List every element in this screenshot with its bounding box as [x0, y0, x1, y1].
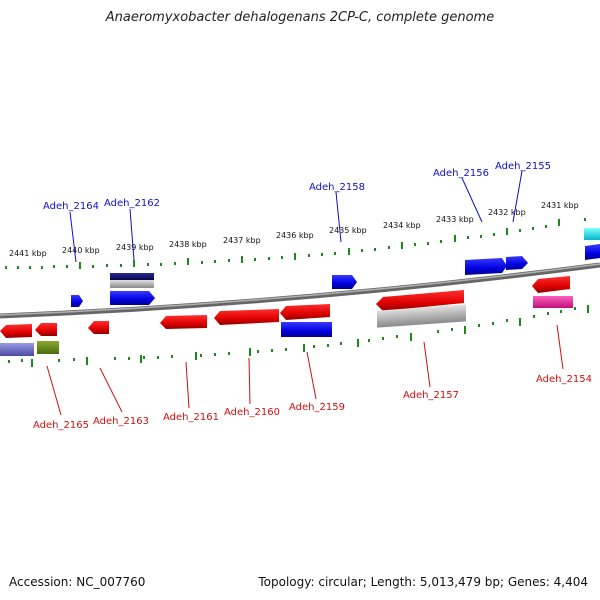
tick-label: 2437 kbp	[223, 236, 261, 245]
forward-gene-labels: Adeh_2164 Adeh_2162 Adeh_2158 Adeh_2156 …	[43, 161, 551, 212]
gene-label: Adeh_2164	[43, 201, 99, 212]
gene-arrow	[532, 276, 570, 293]
map-title: Anaeromyxobacter dehalogenans 2CP-C, com…	[105, 10, 495, 25]
gene-label: Adeh_2161	[163, 412, 219, 423]
gene-feature	[377, 304, 466, 328]
tick-label: 2436 kbp	[276, 231, 314, 240]
gene-feature	[0, 343, 34, 356]
gene-arrow	[0, 324, 32, 338]
gene-feature	[584, 228, 600, 240]
tick-label: 2434 kbp	[383, 221, 421, 230]
gene-arrow	[71, 295, 83, 307]
gene-label: Adeh_2156	[433, 168, 489, 179]
gene-label: Adeh_2154	[536, 374, 592, 385]
tick-label: 2439 kbp	[116, 243, 154, 252]
gene-feature	[110, 280, 154, 288]
gene-label: Adeh_2162	[104, 198, 160, 209]
reverse-gene-labels: Adeh_2165 Adeh_2163 Adeh_2161 Adeh_2160 …	[33, 374, 592, 431]
gene-arrow	[160, 315, 207, 329]
gene-label: Adeh_2160	[224, 407, 280, 418]
accession-text: Accession: NC_007760	[9, 575, 146, 589]
genome-summary-text: Topology: circular; Length: 5,013,479 bp…	[258, 575, 588, 589]
gene-arrow	[35, 323, 57, 336]
gene-feature	[110, 273, 154, 281]
gene-feature	[37, 341, 59, 354]
gene-arrow	[506, 256, 528, 270]
gene-label: Adeh_2155	[495, 161, 551, 172]
tick-label: 2441 kbp	[9, 249, 47, 258]
tick-label: 2440 kbp	[62, 246, 100, 255]
tick-label: 2433 kbp	[436, 215, 474, 224]
reverse-genes	[0, 276, 573, 356]
tick-label: 2435 kbp	[329, 226, 367, 235]
tick-labels: 2441 kbp 2440 kbp 2439 kbp 2438 kbp 2437…	[9, 201, 579, 258]
gene-arrow	[376, 290, 464, 311]
forward-genes	[71, 228, 600, 307]
gene-feature	[281, 322, 332, 337]
gene-label: Adeh_2157	[403, 390, 459, 401]
tick-label: 2431 kbp	[541, 201, 579, 210]
gene-arrow	[88, 321, 109, 334]
gene-label: Adeh_2159	[289, 402, 345, 413]
genome-backbone	[0, 262, 600, 319]
gene-arrow	[585, 244, 600, 260]
gene-arrow	[214, 309, 279, 325]
gene-feature	[533, 296, 573, 308]
reverse-leaders	[46, 324, 564, 416]
tick-label: 2438 kbp	[169, 240, 207, 249]
gene-label: Adeh_2163	[93, 416, 149, 427]
gene-arrow	[280, 304, 330, 320]
gene-arrow	[110, 291, 155, 305]
gene-label: Adeh_2158	[309, 182, 365, 193]
gene-arrow	[332, 275, 357, 289]
gene-label: Adeh_2165	[33, 420, 89, 431]
gene-arrow	[465, 258, 507, 275]
tick-row-outer	[5, 218, 586, 269]
tick-label: 2432 kbp	[488, 208, 526, 217]
tick-row-inner	[8, 305, 589, 367]
forward-leaders	[69, 170, 523, 263]
